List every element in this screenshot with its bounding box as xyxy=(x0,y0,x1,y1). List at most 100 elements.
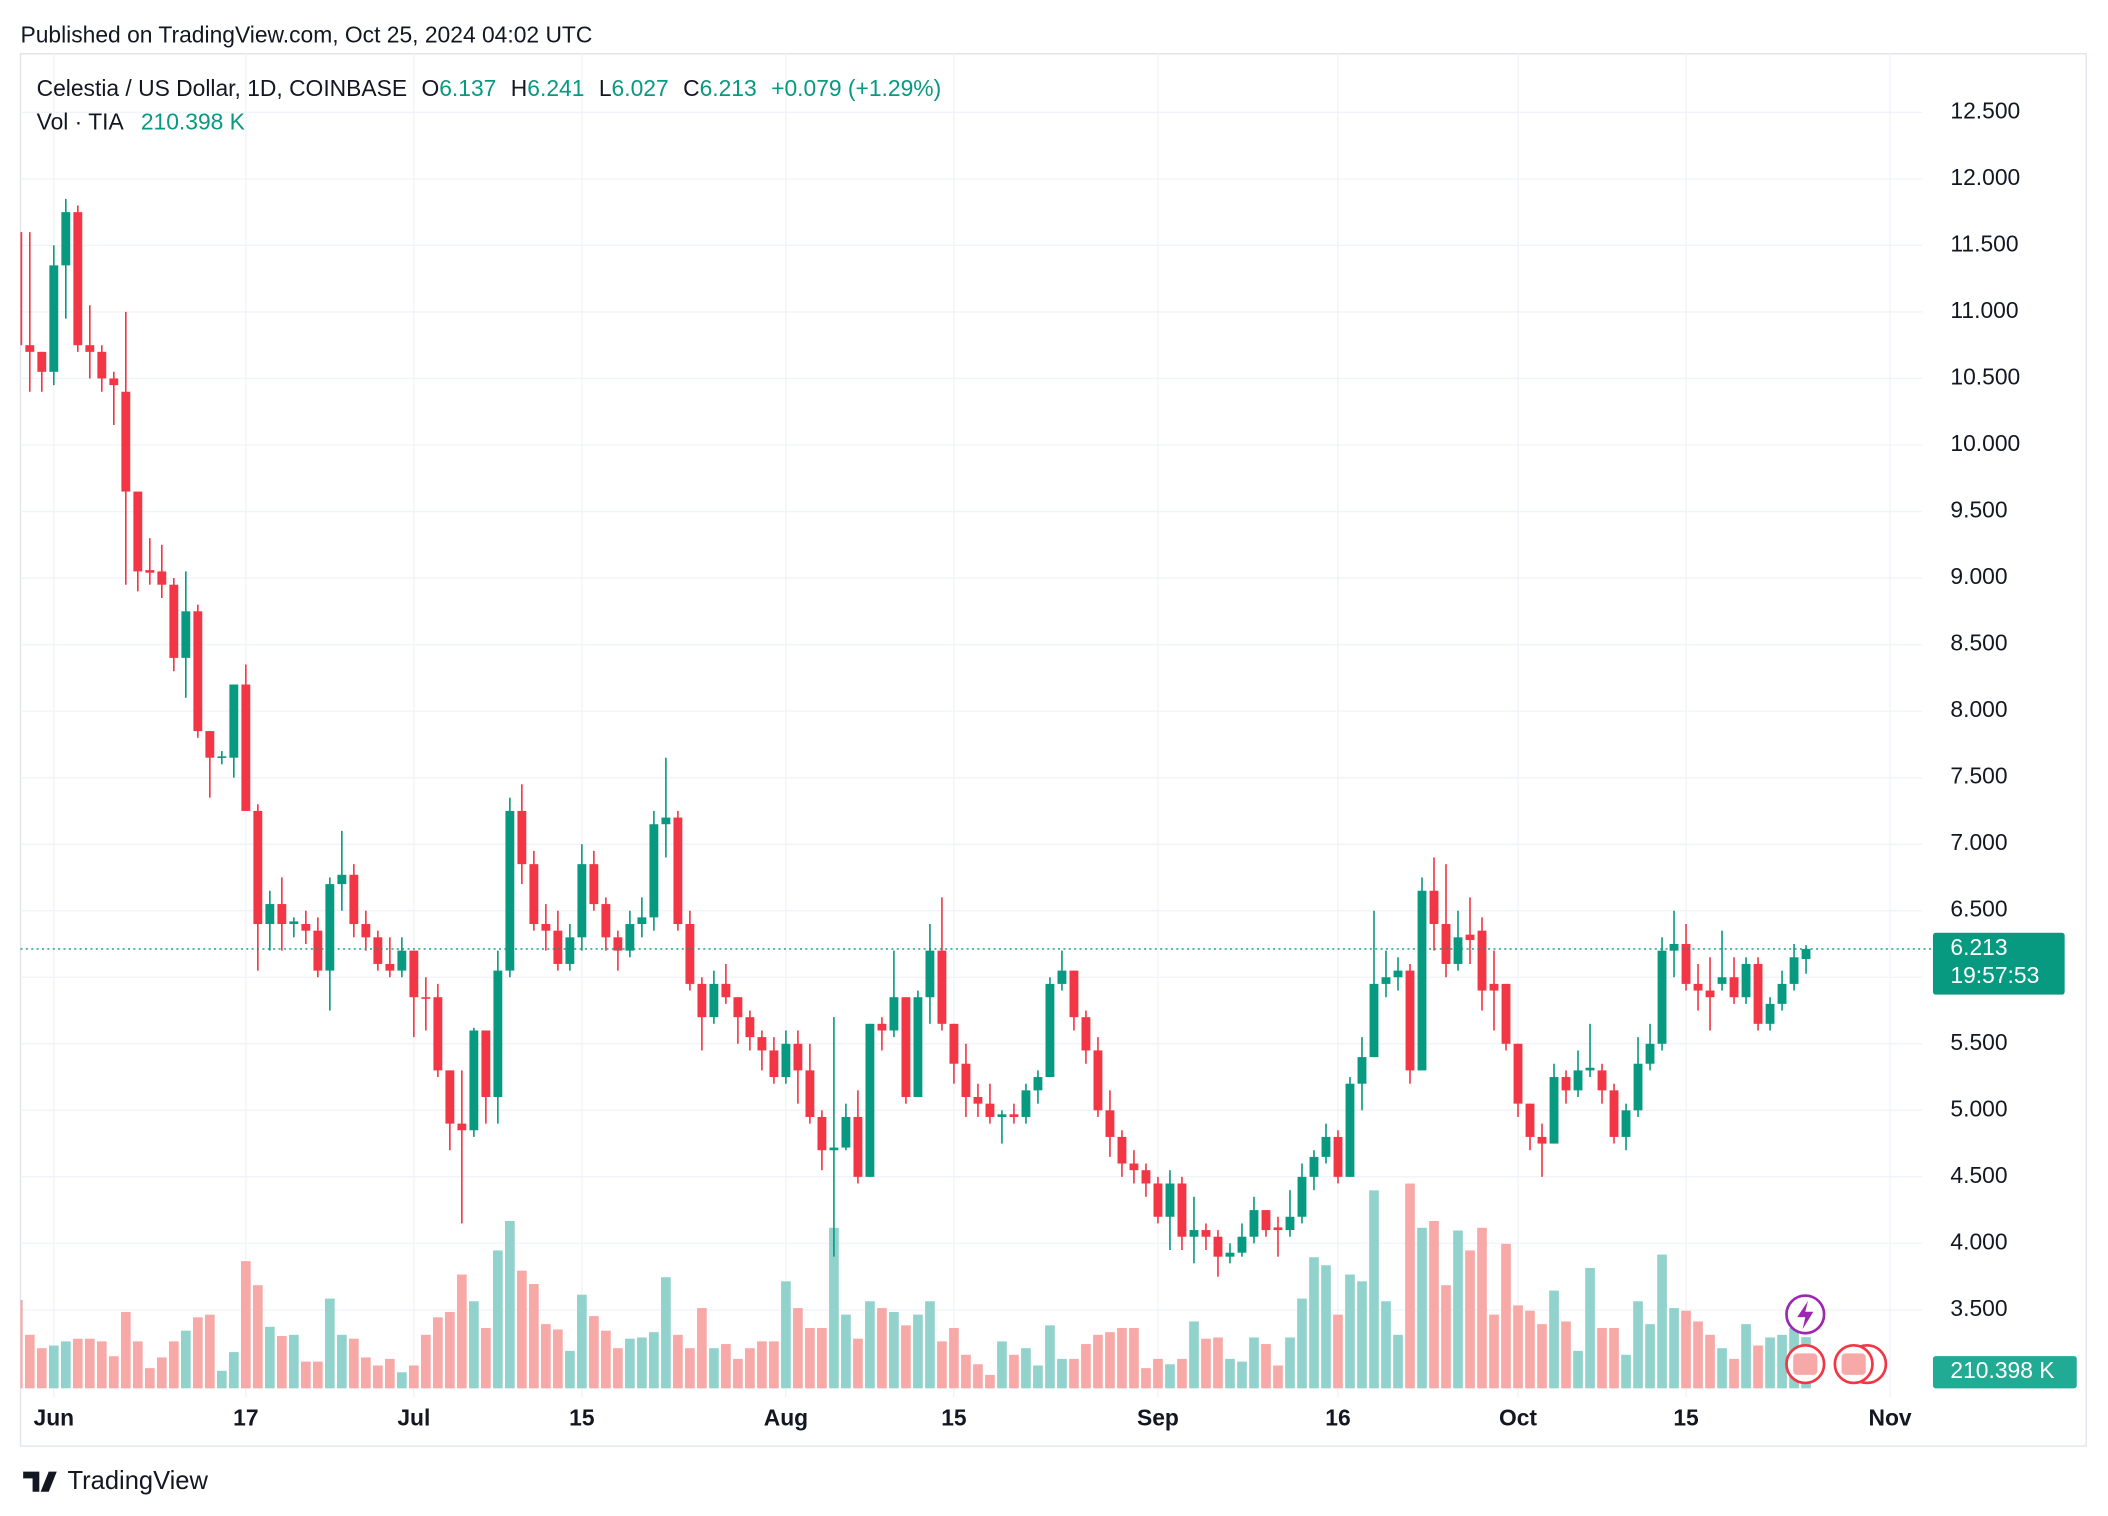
candle-body xyxy=(541,924,551,931)
candle-body xyxy=(1717,977,1727,984)
volume-bar xyxy=(1393,1334,1403,1389)
candle-body xyxy=(229,684,239,758)
volume-bar xyxy=(1549,1290,1559,1389)
candle-body xyxy=(781,1043,791,1078)
candle-body xyxy=(325,884,335,971)
y-tick-label: 11.500 xyxy=(1950,230,2018,256)
volume-bar xyxy=(1729,1358,1739,1389)
candle-body xyxy=(337,874,347,885)
volume-bar xyxy=(264,1326,275,1389)
candle-body xyxy=(1189,1230,1199,1237)
volume-bar xyxy=(168,1341,179,1389)
candle-body xyxy=(241,684,251,811)
x-tick-label: 15 xyxy=(569,1404,595,1430)
volume-bar xyxy=(1237,1361,1247,1389)
candle-body xyxy=(1765,1003,1775,1024)
candle-body xyxy=(637,917,647,925)
volume-bar xyxy=(397,1372,407,1389)
y-tick-label: 12.500 xyxy=(1950,97,2020,123)
volume-bar xyxy=(601,1330,611,1389)
y-tick-label: 6.500 xyxy=(1950,896,2007,922)
candle-body xyxy=(625,924,635,951)
candle-body xyxy=(577,864,587,938)
volume-bar xyxy=(469,1301,479,1389)
volume-bar xyxy=(1141,1368,1151,1389)
volume-bar xyxy=(577,1294,587,1389)
candle-body xyxy=(1525,1103,1535,1137)
candle-body xyxy=(97,351,107,379)
volume-bar xyxy=(361,1357,371,1389)
candle-body xyxy=(925,950,935,998)
candle-body xyxy=(1417,890,1427,1071)
volume-bar xyxy=(1657,1254,1667,1389)
candle-body xyxy=(1681,943,1691,984)
candle-body xyxy=(313,930,323,971)
candle-body xyxy=(61,212,71,266)
candle-body xyxy=(1453,937,1463,964)
candle-body xyxy=(1129,1163,1139,1171)
candle-body xyxy=(1393,970,1403,978)
candle-body xyxy=(253,810,263,925)
candle-body xyxy=(1501,983,1511,1044)
volume-bar xyxy=(613,1348,623,1389)
volume-bar xyxy=(1693,1321,1703,1389)
candle-body xyxy=(1141,1170,1151,1184)
candle-body xyxy=(1441,924,1451,964)
volume-bar xyxy=(1021,1348,1031,1389)
candle-body xyxy=(1165,1183,1175,1217)
candle-body xyxy=(757,1037,767,1051)
volume-layer xyxy=(20,1183,1811,1389)
volume-bar xyxy=(1753,1345,1763,1389)
countdown-label: 19:57:53 xyxy=(1950,962,2039,988)
candle-body xyxy=(1357,1057,1367,1084)
last-price-label: 6.213 xyxy=(1950,934,2007,960)
y-tick-label: 7.000 xyxy=(1950,829,2007,855)
candle-body xyxy=(1105,1110,1115,1137)
candle-body xyxy=(1645,1043,1655,1064)
x-tick-label: Jul xyxy=(397,1404,430,1430)
candle-body xyxy=(1489,983,1499,991)
candle-body xyxy=(1585,1067,1595,1071)
volume-bar xyxy=(1093,1334,1103,1389)
candle-body xyxy=(529,864,539,925)
volume-bar xyxy=(300,1361,311,1389)
volume-bar xyxy=(913,1314,923,1389)
candle-body xyxy=(73,212,83,346)
l-value: 6.027 xyxy=(612,75,669,101)
chart-frame xyxy=(19,53,2087,1447)
candle-body xyxy=(493,970,503,1098)
candle-body xyxy=(1057,970,1067,984)
candle-body xyxy=(205,731,215,758)
candle-body xyxy=(913,997,923,1098)
logo-mark xyxy=(23,1471,57,1492)
volume-bar xyxy=(1417,1227,1427,1389)
volume-bar xyxy=(156,1357,167,1389)
candle-body xyxy=(1777,983,1787,1004)
candle-body xyxy=(277,904,287,925)
footer-brand: TradingView xyxy=(68,1467,209,1495)
x-tick-label: Nov xyxy=(1868,1404,1911,1430)
volume-bar xyxy=(60,1341,71,1389)
candle-body xyxy=(829,1147,839,1151)
volume-bar xyxy=(1357,1281,1367,1389)
candle-body xyxy=(1081,1017,1091,1051)
volume-bar xyxy=(180,1330,191,1389)
volume-bar xyxy=(385,1358,395,1389)
volume-bar xyxy=(493,1250,503,1389)
volume-bar xyxy=(997,1341,1007,1389)
volume-bar xyxy=(1669,1308,1679,1389)
volume-bar xyxy=(1117,1328,1127,1389)
candle-body xyxy=(841,1116,851,1148)
x-tick-label: Aug xyxy=(764,1404,808,1430)
volume-bar xyxy=(192,1317,203,1389)
volume-bar xyxy=(1069,1358,1079,1389)
o-label: O xyxy=(421,75,439,101)
volume-bar xyxy=(1261,1344,1271,1389)
volume-bar xyxy=(1717,1348,1727,1389)
volume-bar xyxy=(673,1334,683,1389)
candle-body xyxy=(517,810,527,865)
volume-bar xyxy=(853,1338,863,1389)
candle-body xyxy=(1153,1183,1163,1217)
